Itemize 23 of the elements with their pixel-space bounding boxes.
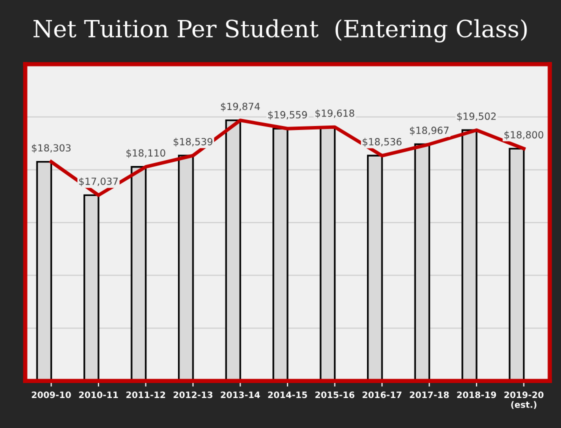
data-label: $17,037 — [79, 177, 118, 186]
data-label: $18,539 — [174, 138, 212, 147]
data-label: $18,536 — [362, 138, 402, 147]
x-tick-label: 2010-11 — [79, 391, 118, 398]
data-label: $18,110 — [126, 149, 166, 158]
data-label: $18,303 — [32, 144, 71, 153]
data-label: $19,559 — [268, 110, 307, 120]
x-tick-label: 2017-18 — [410, 391, 449, 398]
x-tick-label: 2019-20 (est.) — [504, 391, 544, 409]
x-tick-label: 2016-17 — [362, 391, 402, 398]
data-label: $19,874 — [220, 102, 260, 112]
x-tick-label: 2015-16 — [315, 391, 354, 398]
x-tick-label: 2014-15 — [268, 391, 307, 398]
data-label: $18,967 — [410, 126, 449, 136]
data-label: $19,502 — [457, 112, 496, 122]
x-tick-label: 2012-13 — [174, 391, 212, 398]
data-label: $18,800 — [504, 130, 544, 140]
x-tick-label: 2011-12 — [126, 391, 166, 398]
chart-title: Net Tuition Per Student (Entering Class) — [34, 19, 527, 42]
x-tick-label: 2013-14 — [220, 391, 260, 398]
x-tick-label: 2018-19 — [457, 391, 496, 398]
x-tick-label: 2009-10 — [32, 391, 71, 398]
data-label: $19,618 — [315, 109, 354, 118]
